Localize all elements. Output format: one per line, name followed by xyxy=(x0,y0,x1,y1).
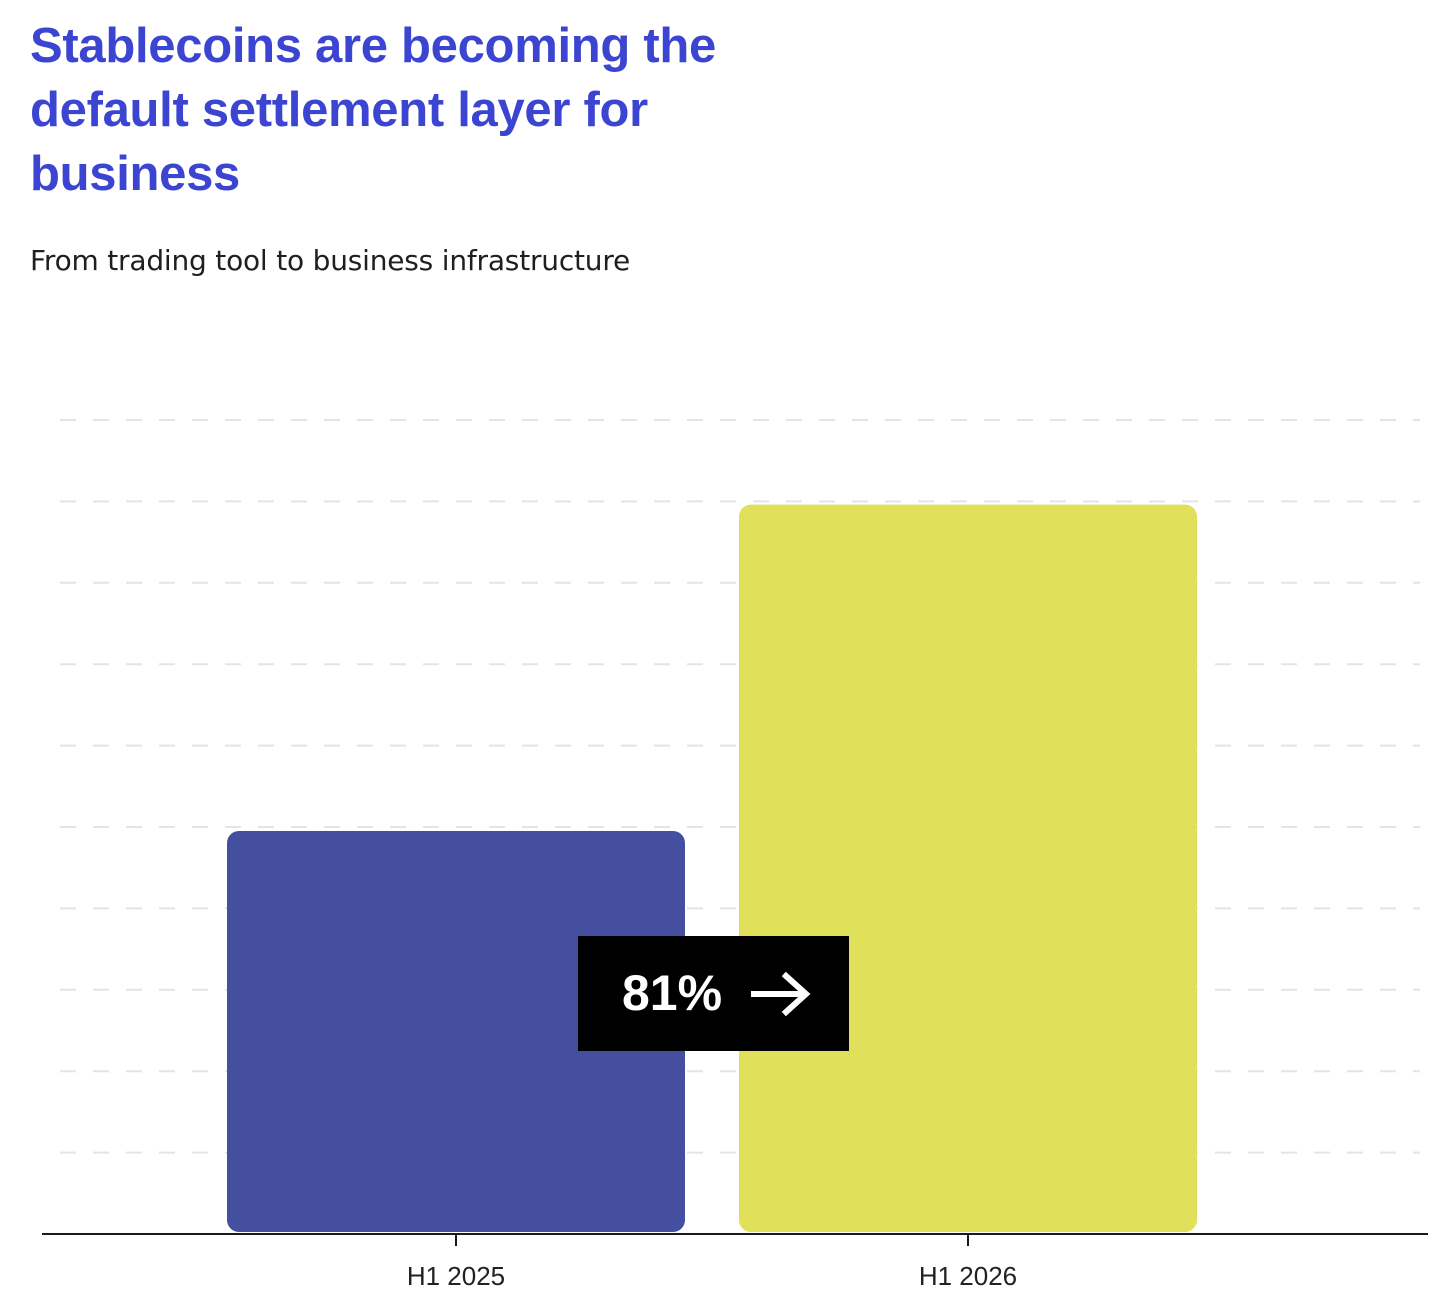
x-tick-labels: H1 2025 H1 2026 xyxy=(407,1261,1017,1291)
growth-callout: 81% xyxy=(578,936,849,1051)
x-tick-label: H1 2026 xyxy=(919,1261,1017,1291)
chart-title: Stablecoins are becoming the default set… xyxy=(30,19,716,201)
bar-h1-2025 xyxy=(227,831,685,1232)
growth-callout-value: 81% xyxy=(622,965,722,1021)
x-tick-label: H1 2025 xyxy=(407,1261,505,1291)
arrow-right-icon xyxy=(751,971,811,1017)
x-axis xyxy=(42,1233,1428,1246)
bars xyxy=(227,504,1197,1233)
bar-h1-2026 xyxy=(739,504,1197,1233)
chart-subtitle: From trading tool to business infrastruc… xyxy=(30,244,631,277)
